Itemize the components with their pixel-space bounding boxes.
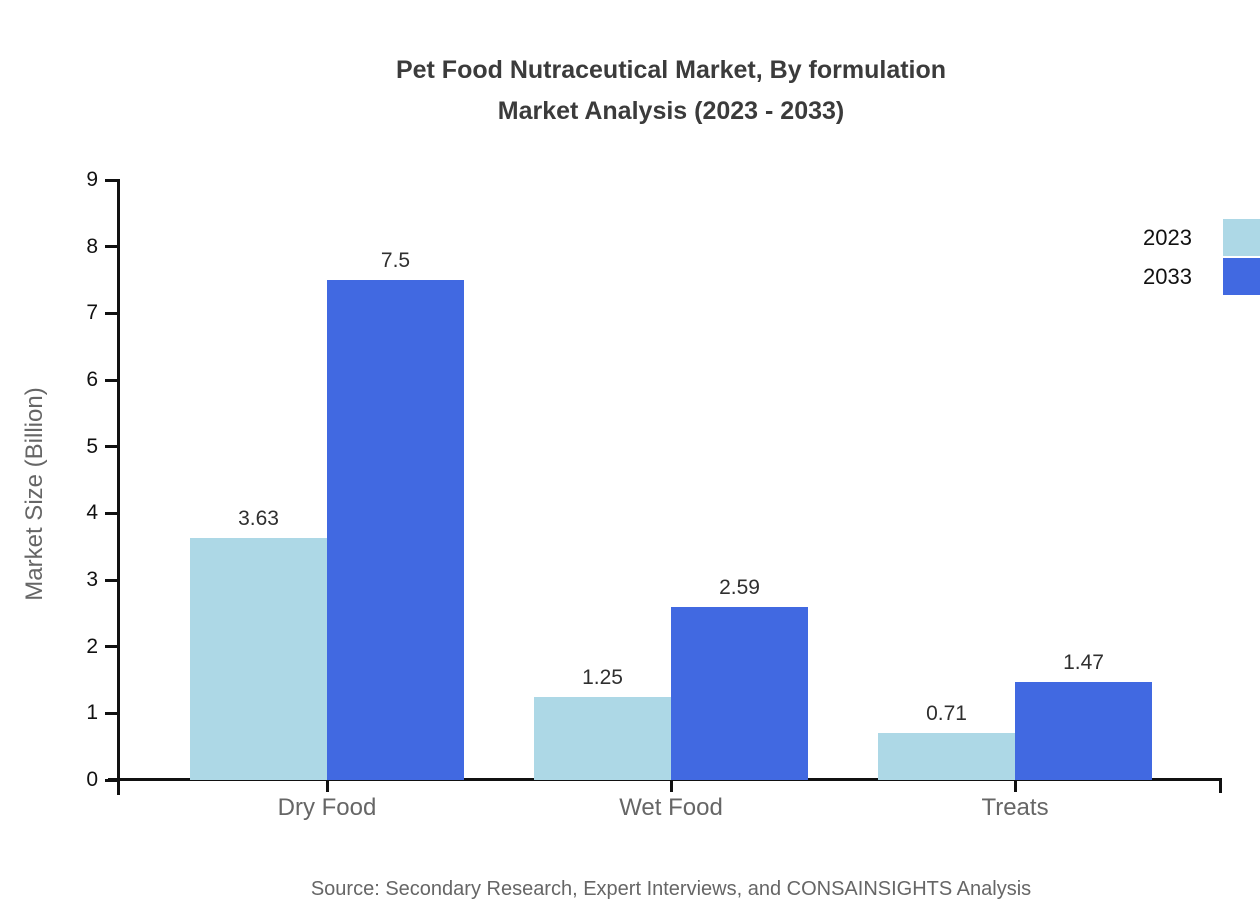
y-axis-tick xyxy=(105,711,120,715)
y-axis-tick xyxy=(105,578,120,582)
legend-label-2033: 2033 xyxy=(1143,263,1192,289)
bar-2033-treats xyxy=(1015,682,1152,780)
legend: 2023 2033 xyxy=(1143,219,1260,295)
y-axis-tick xyxy=(105,378,120,382)
y-axis-tick-label: 5 xyxy=(86,434,98,458)
plot-area: 0 1 2 3 4 5 6 7 8 9 3.63 7.5 Dry Food 1.25 2.59 Wet Foo… xyxy=(86,168,1222,821)
y-axis-tick xyxy=(105,311,120,315)
source-note: Source: Secondary Research, Expert Inter… xyxy=(310,878,1032,900)
y-axis-tick-label: 7 xyxy=(86,301,98,325)
y-axis-tick-label: 9 xyxy=(86,168,98,191)
y-axis-tick-label: 8 xyxy=(86,234,98,258)
x-axis-category-label: Wet Food xyxy=(619,794,723,821)
legend-item-2023: 2023 xyxy=(1143,219,1260,256)
y-axis-tick-label: 2 xyxy=(86,634,98,658)
y-axis-tick xyxy=(105,178,120,182)
y-axis-tick xyxy=(105,511,120,515)
bar-value-label-2033-dry-food: 7.5 xyxy=(380,249,411,272)
legend-item-2033: 2033 xyxy=(1143,258,1260,295)
x-axis-category-label: Dry Food xyxy=(277,794,377,821)
y-axis-tick xyxy=(105,245,120,249)
legend-swatch-2033 xyxy=(1223,258,1260,295)
bar-2023-dry-food xyxy=(190,538,327,780)
bar-value-label-2033-wet-food: 2.59 xyxy=(719,576,760,600)
y-axis-tick xyxy=(105,778,120,782)
x-axis-end-tick xyxy=(1219,778,1222,793)
y-axis-tick-label: 1 xyxy=(86,701,98,725)
y-axis-tick-label: 6 xyxy=(86,368,98,391)
chart-title: Pet Food Nutraceutical Market, By formul… xyxy=(120,50,1222,132)
bar-value-label-2023-treats: 0.71 xyxy=(926,701,967,725)
chart-title-line2: Market Analysis (2023 - 2033) xyxy=(497,97,845,125)
y-axis-tick xyxy=(105,445,120,449)
y-axis-tick-label: 3 xyxy=(86,568,98,591)
legend-swatch-2023 xyxy=(1223,219,1260,256)
bar-2023-treats xyxy=(878,732,1015,780)
x-axis-tick xyxy=(1013,780,1017,792)
bar-2023-wet-food xyxy=(534,696,671,780)
legend-label-2023: 2023 xyxy=(1143,224,1192,250)
x-axis-category-label: Treats xyxy=(981,794,1049,821)
x-axis-tick xyxy=(669,780,673,792)
bar-value-label-2023-dry-food: 3.63 xyxy=(238,507,279,530)
bar-2033-dry-food xyxy=(327,280,464,780)
y-axis-tick-label: 0 xyxy=(86,768,98,791)
y-axis-line xyxy=(117,180,120,795)
bar-value-label-2033-treats: 1.47 xyxy=(1063,651,1104,674)
y-axis-title: Market Size (Billion) xyxy=(21,387,48,601)
chart-title-line1: Pet Food Nutraceutical Market, By formul… xyxy=(395,56,947,84)
x-axis-tick xyxy=(325,780,329,792)
y-axis-tick xyxy=(105,645,120,649)
bar-value-label-2023-wet-food: 1.25 xyxy=(582,665,623,689)
y-axis-tick-label: 4 xyxy=(86,501,98,525)
bar-2033-wet-food xyxy=(671,607,808,780)
